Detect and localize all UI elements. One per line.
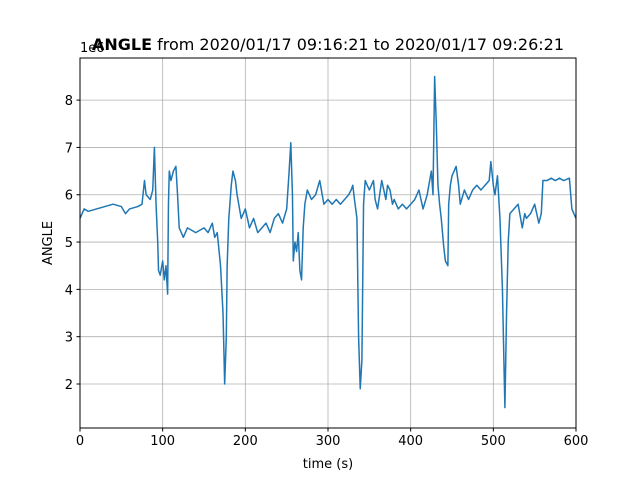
y-tick-label: 2: [65, 378, 73, 393]
y-tick-label: 8: [65, 94, 73, 109]
x-tick-label: 500: [481, 434, 506, 449]
x-tick-label: 200: [233, 434, 258, 449]
x-tick-label: 600: [564, 434, 589, 449]
ticks: 0 100 200 300 400 500 600 2 3 4 5 6 7 8: [65, 94, 589, 449]
title-variable: ANGLE: [92, 35, 152, 54]
x-tick-label: 100: [150, 434, 175, 449]
grid: [79, 58, 577, 428]
title-text: from 2020/01/17 09:16:21 to 2020/01/17 0…: [157, 35, 564, 54]
y-tick-label: 7: [65, 141, 73, 156]
x-tick-label: 400: [398, 434, 423, 449]
y-axis-label: ANGLE: [41, 221, 56, 265]
x-tick-label: 0: [76, 434, 84, 449]
chart-title: ANGLE from 2020/01/17 09:16:21 to 2020/0…: [92, 35, 564, 54]
y-tick-label: 4: [65, 283, 73, 298]
data-line: [79, 75, 577, 409]
plot-area: [79, 75, 577, 409]
x-tick-label: 300: [316, 434, 341, 449]
y-tick-label: 6: [65, 189, 73, 204]
offset-text: 1e6: [80, 41, 105, 56]
y-tick-label: 5: [65, 236, 73, 251]
y-tick-label: 3: [65, 331, 73, 346]
x-axis-label: time (s): [303, 457, 353, 472]
